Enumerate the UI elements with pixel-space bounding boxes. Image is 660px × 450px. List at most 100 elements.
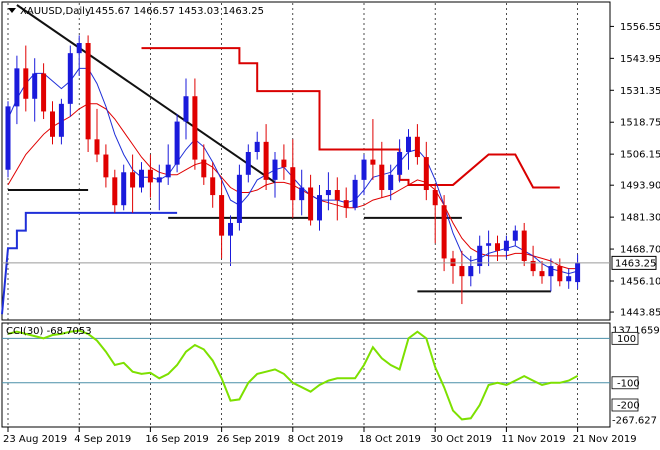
candle-body-15 bbox=[139, 169, 144, 188]
candle-body-51 bbox=[459, 266, 465, 277]
cci-tick-label-3: -200 bbox=[617, 401, 640, 412]
candle-body-62 bbox=[557, 266, 563, 282]
candle-body-37 bbox=[334, 190, 340, 201]
candle-29 bbox=[263, 124, 269, 191]
candle-60 bbox=[539, 260, 545, 284]
candle-body-58 bbox=[521, 230, 527, 261]
candle-33 bbox=[299, 169, 305, 216]
collapse-triangle-icon[interactable] bbox=[8, 8, 16, 13]
candle-1 bbox=[14, 55, 20, 125]
candle-body-44 bbox=[397, 151, 403, 175]
candle-body-29 bbox=[263, 141, 269, 180]
cci-tick-label-0: 137.1659 bbox=[612, 326, 660, 337]
price-tick-label-5: 1493.90 bbox=[620, 181, 660, 192]
candle-body-61 bbox=[548, 266, 554, 277]
current-price-badge-box bbox=[611, 255, 657, 270]
candle-42 bbox=[379, 141, 385, 198]
candle-34 bbox=[308, 174, 314, 226]
cci-title: CCI(30) -68.7053 bbox=[6, 326, 92, 337]
time-axis: 23 Aug 2019 4 Sep 2019 16 Sep 2019 26 Sep 2… bbox=[3, 427, 637, 445]
time-tick-label-8: 21 Nov 2019 bbox=[573, 434, 637, 445]
cci-tick-label-1: 100 bbox=[617, 334, 636, 345]
candle-38 bbox=[343, 187, 349, 218]
cci-line bbox=[7, 329, 579, 421]
candle-body-48 bbox=[432, 190, 438, 206]
candle-body-43 bbox=[388, 174, 394, 191]
candle-body-39 bbox=[352, 179, 358, 208]
candle-body-30 bbox=[272, 159, 278, 180]
price-axis: 1556.55 1543.95 1531.35 1518.75 1506.15 1493.… bbox=[610, 22, 660, 319]
candle-body-42 bbox=[379, 164, 385, 191]
candle-body-54 bbox=[486, 243, 492, 246]
candle-24 bbox=[219, 179, 225, 259]
price-tick-label-1: 1543.95 bbox=[620, 54, 660, 65]
candle-56 bbox=[503, 235, 509, 259]
candle-11 bbox=[103, 144, 109, 188]
candle-body-22 bbox=[201, 159, 207, 178]
candle-23 bbox=[210, 162, 216, 208]
candle-27 bbox=[245, 144, 251, 183]
candle-43 bbox=[388, 164, 394, 201]
candle-3 bbox=[32, 58, 38, 122]
candles bbox=[5, 35, 581, 305]
candle-63 bbox=[566, 268, 572, 289]
cci-tick-label-2: -100 bbox=[617, 378, 640, 389]
candle-body-18 bbox=[165, 164, 171, 178]
candle-body-52 bbox=[468, 266, 474, 277]
candle-body-1 bbox=[14, 68, 20, 107]
price-tick-label-7: 1468.70 bbox=[620, 245, 660, 256]
candle-26 bbox=[236, 164, 242, 231]
candle-body-6 bbox=[58, 103, 64, 137]
candle-2 bbox=[23, 45, 29, 112]
candle-64 bbox=[575, 254, 581, 289]
candle-10 bbox=[94, 108, 100, 163]
candle-body-63 bbox=[566, 276, 572, 282]
candle-37 bbox=[334, 177, 340, 221]
candle-35 bbox=[317, 184, 322, 231]
candle-6 bbox=[58, 98, 64, 145]
candle-52 bbox=[468, 255, 474, 287]
candle-14 bbox=[130, 154, 136, 213]
current-price-label: 1463.25 bbox=[615, 258, 656, 269]
price-tick-label-4: 1506.15 bbox=[620, 150, 660, 161]
candle-31 bbox=[281, 144, 287, 180]
candle-8 bbox=[76, 35, 82, 76]
time-tick-label-3: 26 Sep 2019 bbox=[217, 434, 280, 445]
candle-54 bbox=[486, 230, 492, 267]
candle-body-28 bbox=[254, 141, 260, 152]
candle-body-10 bbox=[94, 139, 100, 155]
candle-body-0 bbox=[5, 106, 11, 170]
candle-body-8 bbox=[76, 43, 82, 54]
lower-band-path bbox=[1, 211, 178, 315]
cci-level-box-2 bbox=[611, 376, 639, 390]
candle-body-46 bbox=[414, 136, 420, 158]
candle-30 bbox=[272, 151, 278, 198]
candle-53 bbox=[477, 235, 483, 274]
time-tick-label-2: 16 Sep 2019 bbox=[145, 434, 208, 445]
candle-55 bbox=[495, 235, 500, 261]
candle-body-35 bbox=[317, 195, 322, 221]
candle-51 bbox=[459, 250, 465, 305]
candle-body-5 bbox=[50, 111, 55, 137]
candle-13 bbox=[121, 164, 127, 211]
candle-body-4 bbox=[41, 73, 47, 112]
candle-15 bbox=[139, 162, 144, 193]
candle-12 bbox=[112, 169, 118, 213]
candle-body-31 bbox=[281, 159, 287, 168]
candle-body-59 bbox=[530, 260, 536, 272]
cci-pane bbox=[1, 322, 611, 428]
candle-body-64 bbox=[575, 262, 581, 283]
candle-22 bbox=[201, 144, 207, 185]
candle-body-60 bbox=[539, 271, 545, 277]
candle-4 bbox=[41, 63, 47, 120]
candle-body-56 bbox=[503, 240, 509, 251]
candle-body-50 bbox=[450, 258, 456, 267]
candle-47 bbox=[423, 141, 429, 201]
candle-body-7 bbox=[67, 53, 73, 104]
candle-body-23 bbox=[210, 177, 216, 196]
candle-7 bbox=[67, 45, 73, 117]
candle-body-2 bbox=[23, 68, 29, 99]
candle-57 bbox=[512, 225, 518, 246]
candle-body-21 bbox=[192, 96, 198, 160]
candle-21 bbox=[192, 78, 198, 170]
